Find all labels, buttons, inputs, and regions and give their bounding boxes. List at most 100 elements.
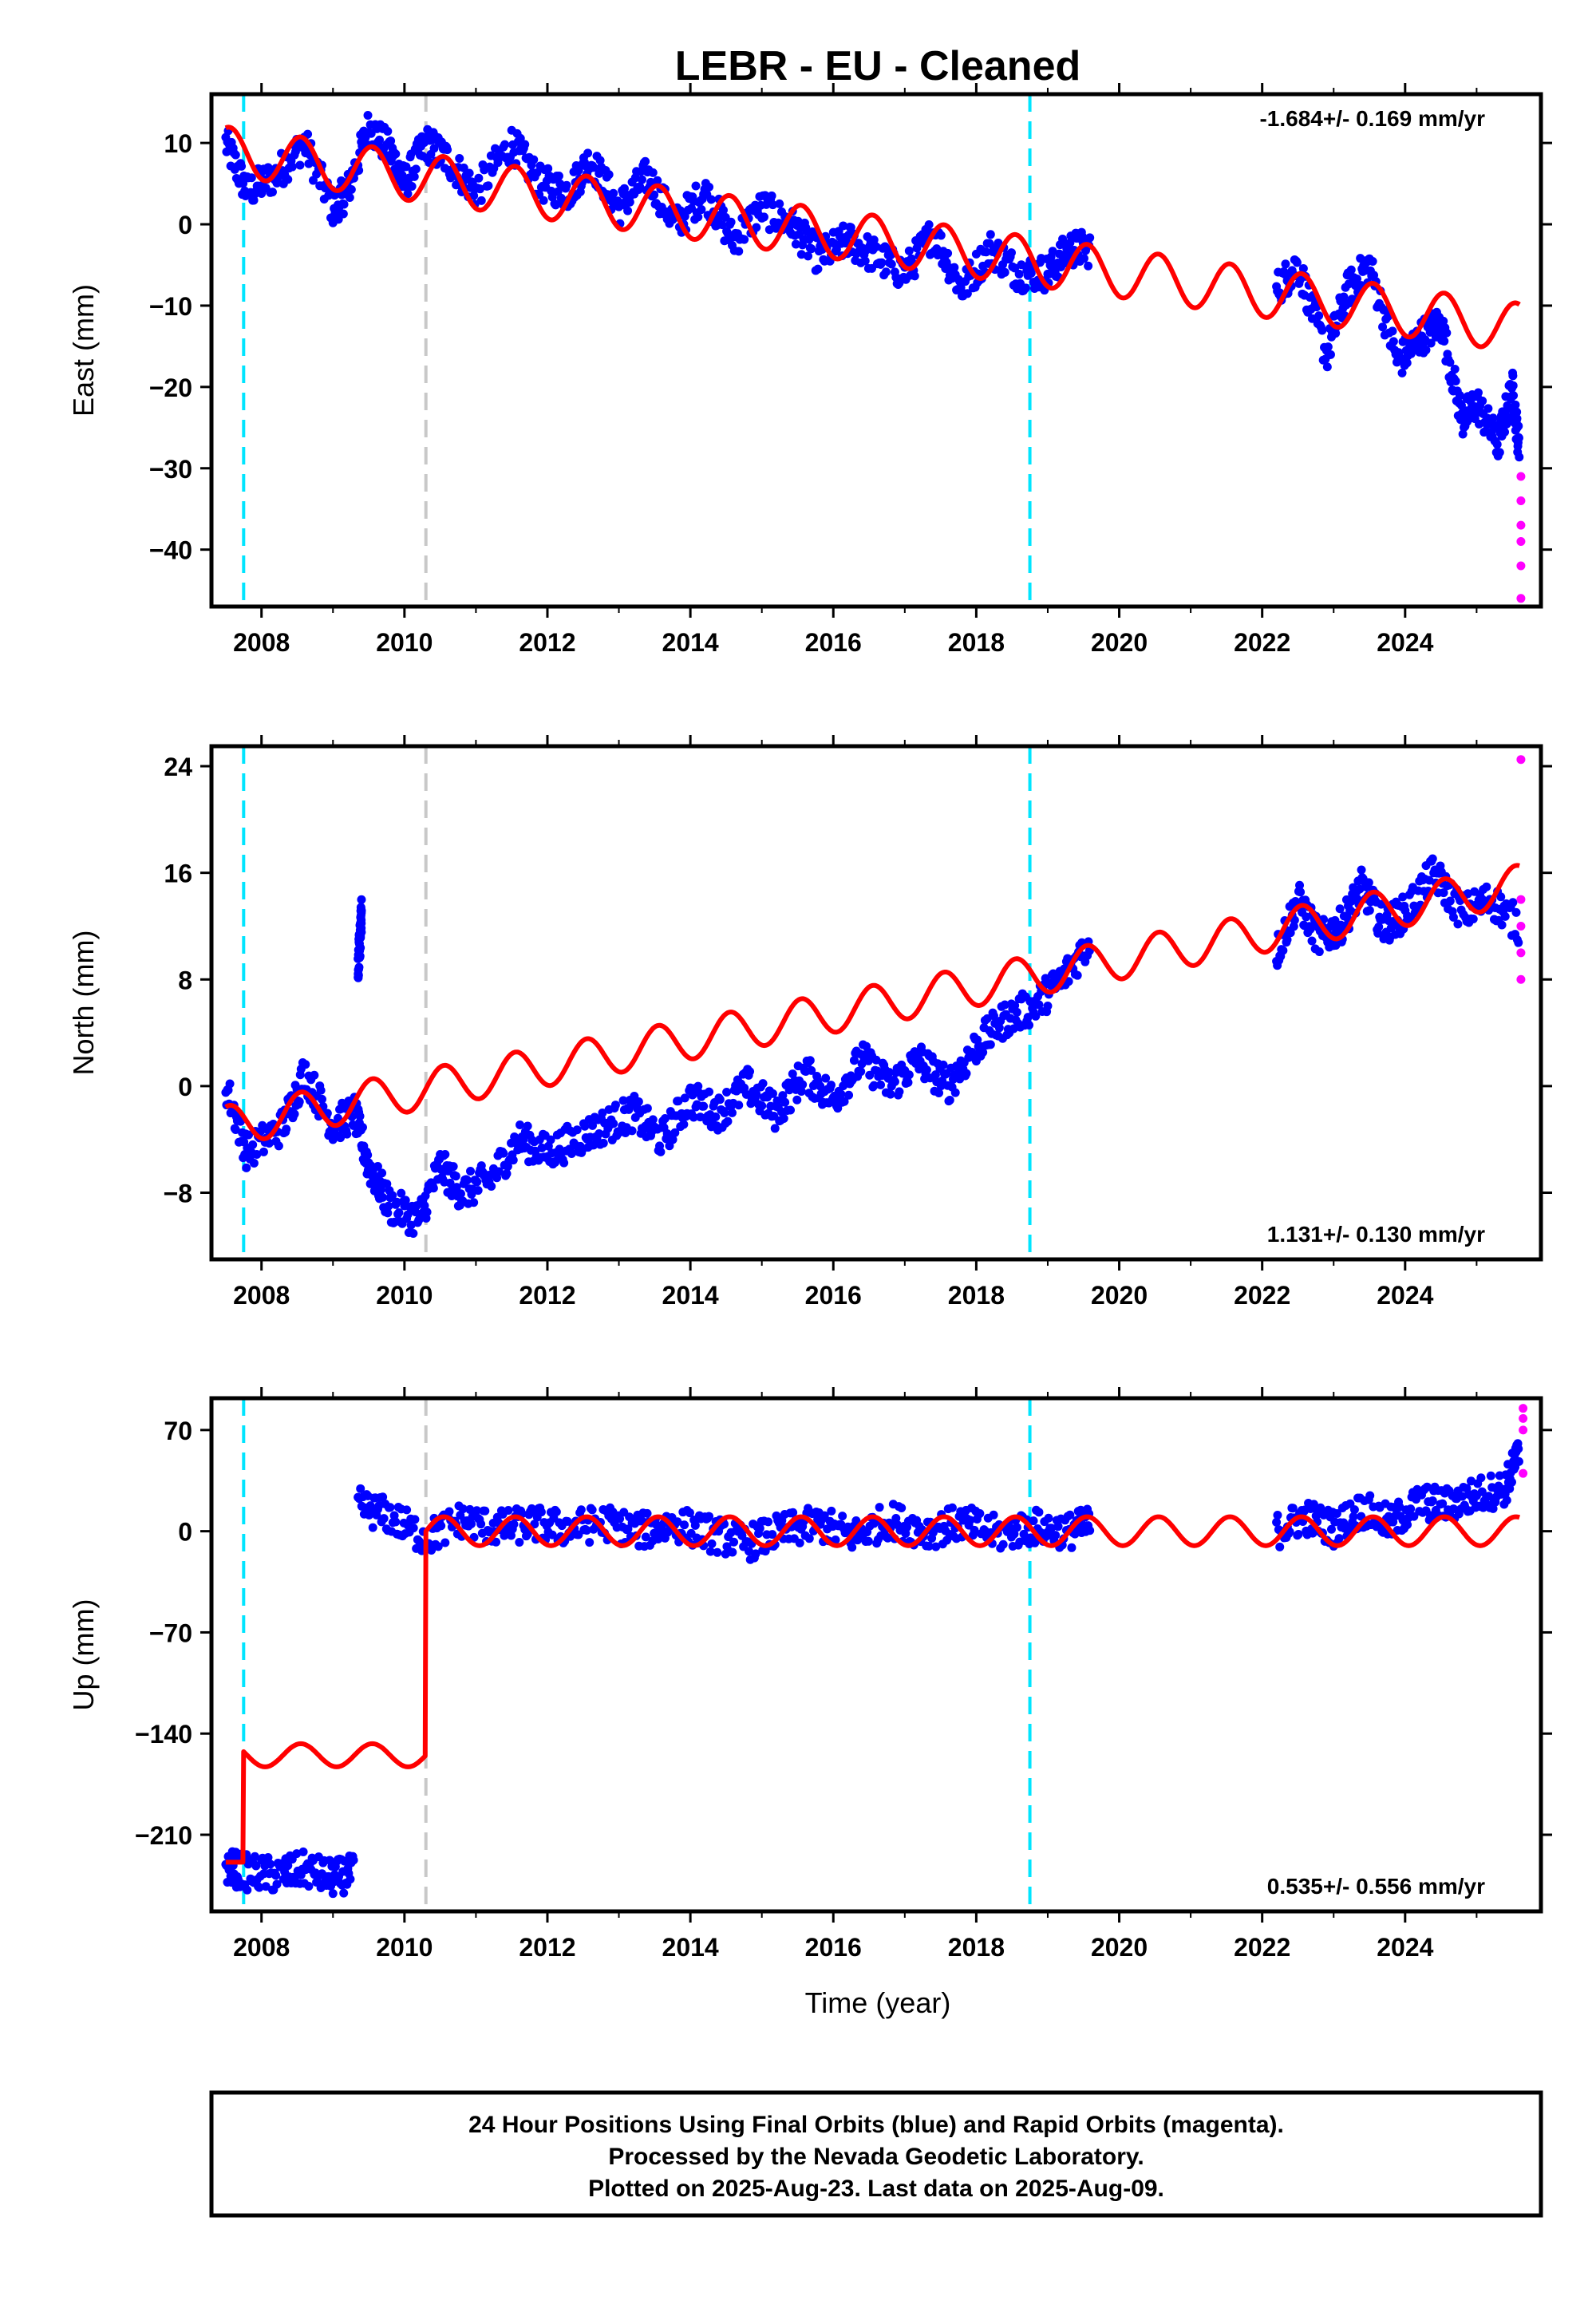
final-orbit-point (1357, 865, 1366, 875)
final-orbit-point (1346, 265, 1356, 275)
final-orbit-point (1422, 1482, 1432, 1492)
x-tick-label: 2022 (1234, 628, 1290, 657)
final-orbit-point (966, 1516, 975, 1525)
final-orbit-point (883, 1533, 892, 1543)
final-orbit-point (1439, 888, 1448, 898)
x-tick-label: 2024 (1377, 628, 1433, 657)
final-orbit-point (863, 1536, 873, 1546)
plot-frame (209, 744, 1543, 1262)
final-orbit-point (283, 175, 293, 184)
final-orbit-point (448, 1162, 458, 1172)
final-orbit-point (1468, 914, 1478, 923)
final-orbit-point (1025, 1021, 1034, 1030)
final-orbit-point (989, 1510, 998, 1520)
plot-area (221, 746, 1526, 1259)
y-tick-label: 0 (178, 1518, 192, 1547)
final-orbit-point (938, 1060, 948, 1069)
final-orbit-point (931, 1542, 941, 1551)
final-orbit-point (1448, 912, 1458, 922)
final-orbit-point (820, 1511, 829, 1520)
final-orbit-point (641, 1532, 650, 1542)
final-orbit-point (576, 1505, 586, 1515)
final-orbit-point (543, 164, 553, 173)
final-orbit-point (574, 165, 583, 175)
final-orbit-point (847, 1543, 857, 1552)
final-orbit-point (411, 164, 421, 174)
final-orbit-point (338, 209, 348, 219)
chart-title: LEBR - EU - Cleaned (675, 43, 1081, 89)
panel-up: 2008 2010 2012 2014 2016 2018 2020 2022 2024 70 0 −… (67, 1387, 1552, 1962)
x-tick-label: 2008 (233, 1933, 290, 1962)
final-orbit-point (520, 140, 530, 149)
final-orbit-point (516, 133, 525, 143)
final-orbit-point (282, 1124, 291, 1134)
final-orbit-point (502, 1169, 512, 1179)
final-orbit-point (877, 258, 887, 267)
final-orbit-point (263, 1852, 273, 1862)
final-orbit-point (982, 247, 991, 257)
final-orbit-point (680, 1520, 689, 1530)
final-orbit-point (768, 1089, 777, 1098)
final-orbit-point (1492, 440, 1502, 449)
final-orbit-point (1421, 346, 1431, 355)
final-orbit-point (1514, 1444, 1523, 1453)
final-orbit-point (798, 1080, 808, 1089)
final-orbit-point (357, 927, 366, 937)
final-orbit-point (827, 1081, 836, 1090)
final-orbit-point (705, 1512, 714, 1521)
final-orbit-point (637, 1516, 646, 1525)
final-orbit-point (1514, 421, 1523, 431)
final-orbit-point (1515, 453, 1524, 462)
final-orbit-point (494, 1167, 504, 1176)
x-tick-label: 2024 (1377, 1933, 1433, 1962)
final-orbit-point (1085, 233, 1095, 243)
x-tick-label: 2010 (376, 1281, 433, 1310)
final-orbit-point (881, 267, 891, 277)
final-orbit-point (469, 1198, 479, 1207)
final-orbit-point (1365, 906, 1374, 915)
final-orbit-point (283, 1861, 293, 1871)
final-orbit-point (871, 1055, 881, 1065)
final-orbit-point (1463, 889, 1472, 899)
final-orbit-point (414, 1536, 424, 1546)
final-orbit-point (1378, 322, 1388, 332)
final-orbit-point (264, 1139, 274, 1148)
final-orbit-point (1278, 946, 1288, 955)
final-orbit-point (691, 181, 701, 191)
final-orbit-point (869, 1081, 879, 1090)
final-orbit-point (443, 145, 452, 155)
final-orbit-point (895, 1087, 904, 1097)
rapid-orbit-point (1516, 974, 1526, 984)
final-orbit-point (239, 179, 248, 188)
final-orbit-point (440, 1150, 450, 1160)
final-orbit-point (466, 1166, 476, 1176)
final-orbit-point (516, 1120, 525, 1130)
final-orbit-point (1302, 912, 1311, 922)
y-axis-label: East (mm) (67, 284, 100, 417)
final-orbit-point (532, 168, 542, 178)
final-orbit-point (943, 248, 953, 258)
final-orbit-point (936, 231, 946, 240)
final-orbit-point (1307, 936, 1317, 946)
final-orbit-point (729, 1537, 739, 1547)
y-tick-label: −70 (149, 1618, 192, 1647)
final-orbit-point (648, 1115, 658, 1124)
final-orbit-point (986, 230, 995, 239)
final-orbit-point (1334, 1534, 1344, 1543)
final-orbit-point (734, 247, 744, 256)
final-orbit-point (598, 1138, 608, 1148)
final-orbit-point (1295, 880, 1305, 890)
final-orbit-point (795, 1538, 804, 1547)
final-orbit-point (1509, 391, 1519, 401)
final-orbit-point (391, 1517, 401, 1527)
final-orbit-point (1323, 342, 1333, 352)
final-orbit-point (1065, 238, 1075, 247)
final-orbit-point (476, 184, 485, 194)
final-orbit-point (705, 1547, 715, 1556)
final-orbit-point (904, 246, 914, 255)
final-orbit-point (459, 163, 468, 172)
final-orbit-point (355, 1112, 365, 1121)
final-orbit-point (950, 1088, 960, 1097)
final-orbit-point (237, 161, 247, 171)
final-orbit-point (1322, 362, 1332, 372)
